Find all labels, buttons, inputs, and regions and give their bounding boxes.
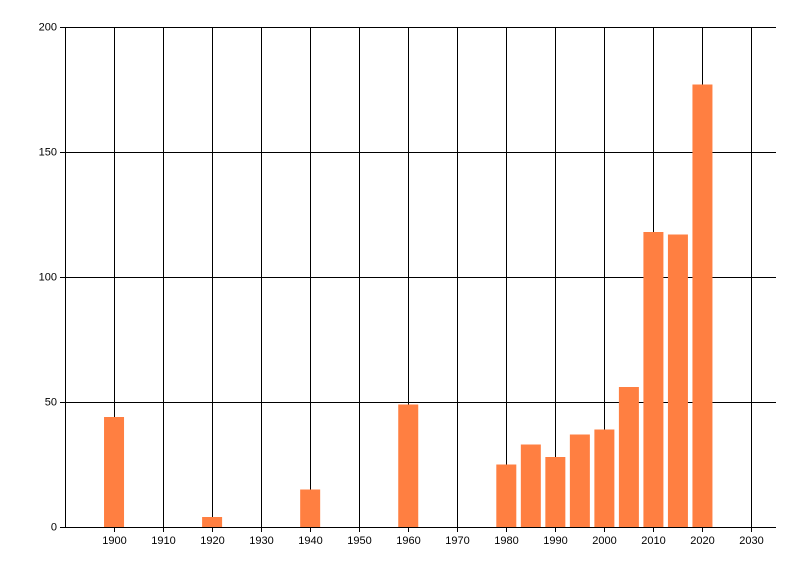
x-tick-label: 1940 [298, 535, 322, 547]
y-tick-label: 50 [45, 396, 57, 408]
bar [618, 387, 639, 527]
bar [643, 232, 664, 527]
bar [545, 457, 566, 527]
bar [594, 429, 615, 527]
x-tick-label: 1990 [543, 535, 567, 547]
x-tick-label: 1970 [445, 535, 469, 547]
bar [667, 234, 688, 527]
x-tick-label: 2030 [739, 535, 763, 547]
y-tick-label: 150 [39, 146, 57, 158]
x-tick-label: 2020 [690, 535, 714, 547]
bar [692, 84, 713, 527]
y-tick-label: 200 [39, 21, 57, 33]
x-tick-label: 1910 [151, 535, 175, 547]
y-tick-label: 100 [39, 271, 57, 283]
x-tick-label: 1930 [249, 535, 273, 547]
x-tick-label: 1960 [396, 535, 420, 547]
bar [202, 517, 223, 527]
bar [398, 404, 419, 527]
x-tick-label: 2010 [641, 535, 665, 547]
x-tick-label: 1950 [347, 535, 371, 547]
bar [496, 464, 517, 527]
y-tick-label: 0 [51, 521, 57, 533]
x-tick-label: 1900 [102, 535, 126, 547]
x-tick-label: 2000 [592, 535, 616, 547]
bar [520, 444, 541, 527]
bar [569, 434, 590, 527]
bar [104, 417, 125, 527]
x-tick-label: 1980 [494, 535, 518, 547]
x-tick-label: 1920 [200, 535, 224, 547]
bar [300, 489, 321, 527]
